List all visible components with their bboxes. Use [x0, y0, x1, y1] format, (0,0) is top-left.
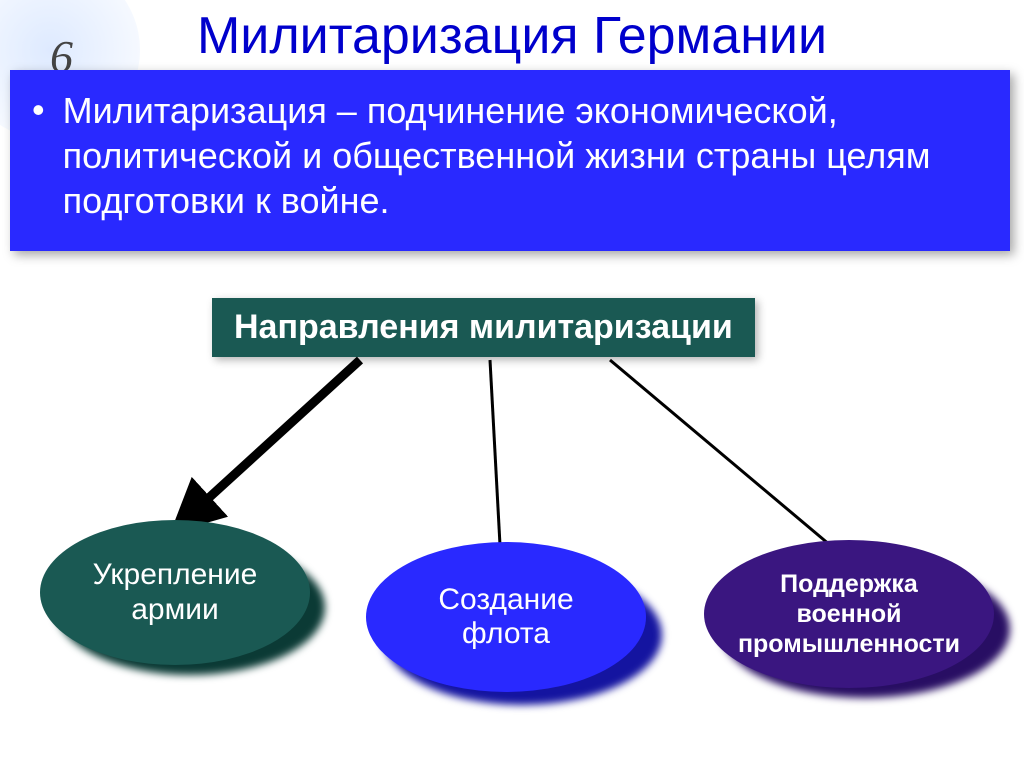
connector-3	[610, 360, 830, 545]
node-army-label: Укреплениеармии	[93, 558, 258, 627]
node-industry: Поддержкавоеннойпромышленности	[704, 540, 994, 688]
definition-box: • Милитаризация – подчинение экономическ…	[10, 70, 1010, 251]
subheading-box: Направления милитаризации	[212, 298, 755, 357]
node-fleet: Созданиефлота	[366, 542, 646, 692]
subheading-text: Направления милитаризации	[234, 308, 733, 346]
bullet-icon: •	[32, 88, 45, 131]
slide-title: Милитаризация Германии	[0, 6, 1024, 66]
definition-text: Милитаризация – подчинение экономической…	[63, 88, 988, 223]
node-industry-label: Поддержкавоеннойпромышленности	[738, 569, 960, 659]
connector-1	[190, 360, 360, 515]
connector-2	[490, 360, 500, 545]
node-fleet-label: Созданиефлота	[438, 583, 573, 652]
node-army: Укреплениеармии	[40, 520, 310, 665]
